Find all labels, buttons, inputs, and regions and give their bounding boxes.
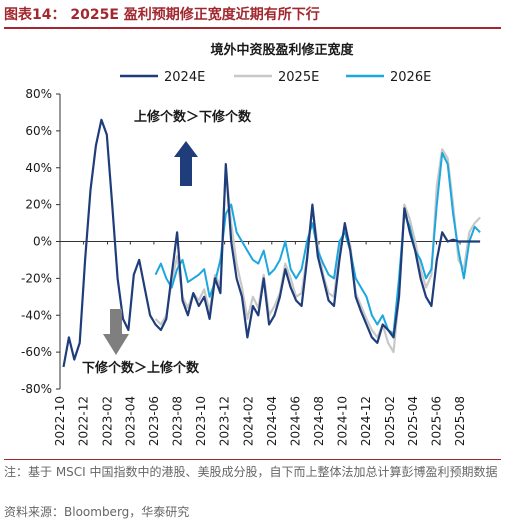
title-rule [4, 27, 501, 29]
y-tick-label: -60% [21, 345, 52, 359]
x-tick-label: 2023-02 [101, 396, 115, 446]
y-axis-ticks: 80% 60% 40% 20% 0% -20% -40% -60% -80% [21, 87, 60, 396]
footer-rule [4, 459, 501, 460]
x-tick-label: 2025-02 [383, 396, 397, 446]
y-tick-label: 40% [25, 161, 52, 175]
x-tick-label: 2025-06 [429, 396, 443, 446]
chart-source: 资料来源：Bloomberg，华泰研究 [4, 505, 190, 519]
x-tick-label: 2022-10 [53, 396, 67, 446]
x-tick-label: 2023-10 [194, 396, 208, 446]
annotation-down: 下修个数＞上修个数 [82, 360, 200, 376]
y-tick-label: 80% [25, 87, 52, 101]
x-tick-label: 2025-08 [453, 396, 467, 446]
x-tick-label: 2024-08 [312, 396, 326, 446]
x-tick-label: 2022-12 [77, 396, 91, 446]
chart-title: 境外中资股盈利修正宽度 [210, 42, 354, 58]
y-tick-label: 0% [33, 235, 52, 249]
y-tick-label: -80% [21, 382, 52, 396]
x-tick-label: 2024-04 [265, 396, 279, 446]
x-tick-label: 2025-04 [406, 396, 420, 446]
x-tick-label: 2024-12 [359, 396, 373, 446]
legend: 2024E 2025E 2026E [120, 70, 431, 85]
down-arrow-icon [103, 309, 129, 355]
x-tick-label: 2024-06 [288, 396, 302, 446]
x-tick-label: 2023-04 [123, 396, 137, 446]
up-arrow-icon [174, 141, 198, 186]
chart-note: 注：基于 MSCI 中国指数中的港股、美股成分股，自下而上整体法加总计算彭博盈利… [4, 465, 498, 479]
legend-label-2024e: 2024E [164, 70, 205, 85]
legend-label-2025e: 2025E [278, 70, 319, 85]
legend-label-2026e: 2026E [390, 70, 431, 85]
x-tick-label: 2024-02 [242, 396, 256, 446]
y-tick-label: 20% [25, 198, 52, 212]
x-tick-label: 2024-10 [336, 396, 350, 446]
y-tick-label: -40% [21, 308, 52, 322]
annotation-up: 上修个数＞下修个数 [134, 109, 252, 125]
x-tick-label: 2023-06 [147, 396, 161, 446]
series-lines [62, 118, 481, 368]
series-line-2024e [62, 118, 481, 368]
line-chart: 境外中资股盈利修正宽度 2024E 2025E 2026E 80% 60% 40% 20%… [21, 42, 481, 446]
figure-title: 图表14： 2025E 盈利预期修正宽度近期有所下行 [4, 7, 320, 23]
x-axis-ticks: 2022-10 2022-12 2023-02 2023-04 2023-06 2023-… [53, 241, 467, 446]
y-tick-label: -20% [21, 271, 52, 285]
y-tick-label: 60% [25, 124, 52, 138]
x-tick-label: 2023-12 [218, 396, 232, 446]
x-tick-label: 2023-08 [170, 396, 184, 446]
